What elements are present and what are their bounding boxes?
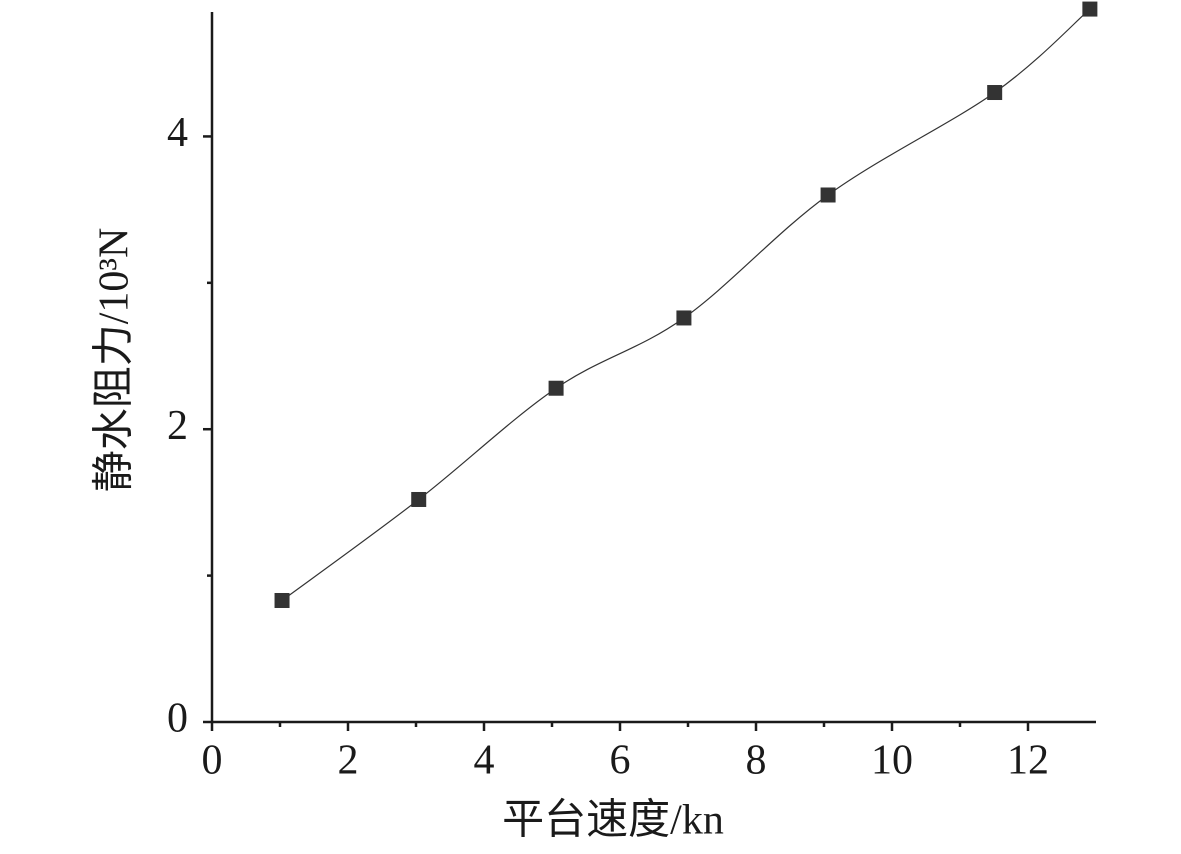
x-tick-label: 0	[202, 738, 223, 784]
data-point	[411, 491, 427, 507]
x-tick-label: 4	[474, 738, 495, 784]
x-axis-title: 平台速度/kn	[502, 798, 724, 844]
data-point	[548, 380, 564, 396]
x-tick-label: 12	[1007, 738, 1049, 784]
data-point	[1082, 1, 1098, 17]
y-axis-title: 静水阻力/10³N	[92, 228, 138, 493]
y-tick-label: 4	[167, 110, 188, 156]
data-point	[820, 187, 836, 203]
data-point	[274, 592, 290, 608]
x-tick-label: 2	[338, 738, 359, 784]
y-tick-label: 0	[167, 696, 188, 742]
x-tick-label: 6	[610, 738, 631, 784]
x-tick-label: 10	[871, 738, 913, 784]
series-line	[281, 8, 1091, 601]
data-point	[987, 85, 1003, 101]
y-tick-label: 2	[167, 403, 188, 449]
x-tick-label: 8	[746, 738, 767, 784]
data-point	[676, 310, 692, 326]
